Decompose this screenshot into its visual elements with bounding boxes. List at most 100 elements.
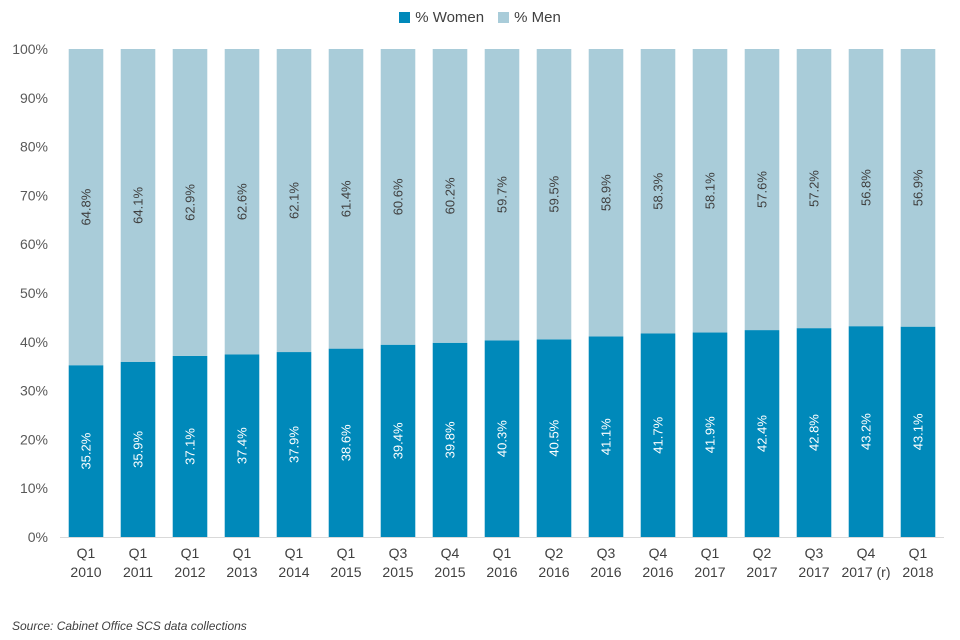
data-label-men: 57.6% <box>755 171 770 208</box>
y-tick-label: 40% <box>20 334 48 350</box>
data-label-men: 57.2% <box>807 170 822 207</box>
data-label-men: 58.3% <box>651 172 666 209</box>
bar-women <box>640 333 676 537</box>
bar-women <box>692 332 728 537</box>
bar-men <box>224 49 260 355</box>
data-label-men: 62.6% <box>235 183 250 220</box>
y-tick-label: 10% <box>20 480 48 496</box>
bar-men <box>588 49 624 337</box>
bar-women <box>224 354 260 537</box>
x-tick-label: Q1 <box>337 545 356 561</box>
data-label-men: 56.9% <box>911 169 926 206</box>
x-tick-label: Q1 <box>701 545 720 561</box>
x-tick-label: Q4 <box>441 545 460 561</box>
x-tick-label: Q2 <box>545 545 564 561</box>
data-label-women: 35.9% <box>131 431 146 468</box>
data-label-women: 39.8% <box>443 421 458 458</box>
bar-men <box>172 49 208 356</box>
x-tick-label: Q3 <box>597 545 616 561</box>
bar-men <box>328 49 364 349</box>
data-label-women: 43.2% <box>859 413 874 450</box>
x-tick-label: Q1 <box>129 545 148 561</box>
x-tick-label-year: 2011 <box>123 564 153 580</box>
data-label-women: 41.7% <box>651 416 666 453</box>
data-label-men: 59.7% <box>495 176 510 213</box>
bar-women <box>848 326 884 537</box>
y-tick-label: 30% <box>20 383 48 399</box>
bar-women <box>68 365 104 537</box>
bar-women <box>744 330 780 537</box>
legend-item-men: % Men <box>498 9 561 26</box>
data-label-women: 41.1% <box>599 418 614 455</box>
x-tick-label-year: 2015 <box>330 564 361 580</box>
bar-women <box>796 328 832 537</box>
bar-men <box>380 49 416 345</box>
data-label-women: 35.2% <box>79 432 94 469</box>
bar-men <box>120 49 156 362</box>
x-tick-label-year: 2017 (r) <box>841 564 890 580</box>
bar-women <box>276 352 312 537</box>
x-tick-label-year: 2018 <box>902 564 933 580</box>
x-tick-label: Q1 <box>233 545 252 561</box>
data-label-women: 40.3% <box>495 420 510 457</box>
data-label-men: 60.2% <box>443 177 458 214</box>
x-tick-label: Q3 <box>389 545 408 561</box>
data-label-men: 64.1% <box>131 187 146 224</box>
x-tick-label-year: 2017 <box>746 564 777 580</box>
bar-men <box>848 49 884 327</box>
x-tick-label-year: 2014 <box>278 564 309 580</box>
legend-item-women: % Women <box>399 9 484 26</box>
bar-women <box>484 340 520 537</box>
x-tick-label-year: 2010 <box>70 564 101 580</box>
data-label-men: 62.1% <box>287 182 302 219</box>
data-label-women: 40.5% <box>547 419 562 456</box>
x-tick-label-year: 2013 <box>226 564 257 580</box>
data-label-men: 58.9% <box>599 174 614 211</box>
x-tick-label: Q1 <box>909 545 928 561</box>
bar-women <box>900 326 936 537</box>
legend-swatch-men <box>498 12 510 23</box>
bar-men <box>536 49 572 340</box>
bar-women <box>380 344 416 537</box>
bar-men <box>900 49 936 327</box>
x-tick-label-year: 2017 <box>798 564 829 580</box>
legend-label-men: % Men <box>514 9 561 26</box>
data-label-men: 60.6% <box>391 178 406 215</box>
x-tick-label-year: 2017 <box>694 564 725 580</box>
data-label-women: 41.9% <box>703 416 718 453</box>
bar-men <box>276 49 312 353</box>
legend-swatch-women <box>399 12 411 23</box>
chart-legend: % Women % Men <box>0 9 960 26</box>
y-tick-label: 60% <box>20 236 48 252</box>
data-label-women: 37.4% <box>235 427 250 464</box>
bar-men <box>640 49 676 334</box>
x-tick-label: Q1 <box>493 545 512 561</box>
y-tick-label: 20% <box>20 431 48 447</box>
x-tick-label: Q1 <box>77 545 96 561</box>
data-label-men: 59.5% <box>547 175 562 212</box>
bar-men <box>484 49 520 341</box>
data-label-women: 37.9% <box>287 426 302 463</box>
bar-men <box>432 49 468 343</box>
x-tick-label: Q2 <box>753 545 772 561</box>
bar-men <box>68 49 104 366</box>
y-tick-label: 50% <box>20 285 48 301</box>
bar-women <box>432 342 468 537</box>
y-tick-label: 70% <box>20 187 48 203</box>
legend-label-women: % Women <box>415 9 485 26</box>
data-label-women: 38.6% <box>339 424 354 461</box>
x-tick-label-year: 2015 <box>434 564 465 580</box>
bar-men <box>796 49 832 329</box>
x-tick-label-year: 2016 <box>486 564 517 580</box>
bar-women <box>588 336 624 537</box>
x-tick-label: Q3 <box>805 545 824 561</box>
data-label-men: 61.4% <box>339 180 354 217</box>
data-label-men: 58.1% <box>703 172 718 209</box>
x-tick-label-year: 2016 <box>642 564 673 580</box>
x-tick-label-year: 2012 <box>174 564 205 580</box>
data-label-men: 62.9% <box>183 184 198 221</box>
data-label-women: 42.4% <box>755 415 770 452</box>
bar-women <box>328 348 364 537</box>
source-note: Source: Cabinet Office SCS data collecti… <box>12 619 247 633</box>
